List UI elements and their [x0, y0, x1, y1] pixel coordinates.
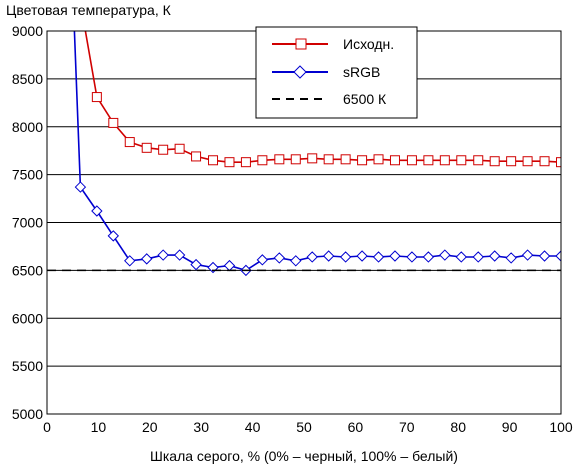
data-point — [472, 251, 484, 263]
data-point — [124, 137, 135, 148]
x-tick-label: 80 — [450, 419, 466, 435]
data-point — [340, 154, 351, 165]
data-point — [356, 250, 368, 262]
data-point — [307, 153, 318, 164]
data-point — [506, 156, 517, 167]
y-tick-label: 6500 — [12, 262, 43, 278]
x-tick-label: 100 — [549, 419, 573, 435]
y-axis-label: Цветовая температура, К — [6, 2, 172, 18]
data-point — [555, 250, 561, 262]
y-tick-label: 6000 — [12, 310, 43, 326]
data-point — [406, 155, 417, 166]
data-point — [141, 142, 152, 153]
data-point — [322, 250, 335, 262]
data-point — [522, 156, 533, 167]
data-point — [190, 258, 202, 271]
data-point — [455, 251, 467, 263]
x-tick-label: 90 — [502, 419, 518, 435]
y-tick-label: 8500 — [12, 71, 43, 87]
data-point — [108, 117, 119, 128]
data-point — [274, 154, 285, 165]
data-point — [74, 181, 87, 193]
data-point — [538, 250, 551, 262]
data-point — [439, 249, 451, 261]
data-point — [389, 250, 401, 262]
data-point — [489, 156, 500, 167]
y-tick-label: 5000 — [12, 406, 43, 422]
data-point — [422, 251, 435, 263]
x-tick-label: 70 — [399, 419, 415, 435]
data-point — [389, 155, 400, 166]
data-point — [91, 92, 102, 103]
x-tick-label: 60 — [348, 419, 364, 435]
legend-label-2: 6500 К — [343, 91, 387, 107]
data-point — [372, 251, 385, 263]
legend-label-1: sRGB — [343, 64, 380, 80]
data-point — [257, 155, 268, 166]
data-point — [539, 156, 550, 167]
legend-marker-1 — [293, 65, 307, 79]
data-point — [439, 155, 450, 166]
data-point — [141, 253, 153, 265]
data-point — [556, 157, 561, 168]
series-layer — [47, 31, 561, 277]
data-point — [191, 151, 202, 162]
y-tick-label: 7000 — [12, 215, 43, 231]
data-point — [488, 250, 501, 262]
x-tick-label: 10 — [91, 419, 107, 435]
x-tick-label: 50 — [296, 419, 312, 435]
data-point — [124, 255, 136, 267]
data-point — [223, 259, 236, 272]
data-point — [373, 154, 384, 165]
data-point — [406, 251, 418, 263]
x-axis-label: Шкала серого, % (0% – черный, 100% – бел… — [150, 448, 458, 464]
data-point — [224, 157, 235, 168]
data-point — [473, 155, 484, 166]
data-point — [521, 249, 534, 261]
tick-labels: 5000 5500 6000 6500 7000 7500 8000 8500 9000 0 10 2… — [12, 23, 573, 435]
x-tick-label: 40 — [245, 419, 261, 435]
data-point — [174, 143, 185, 154]
data-point — [306, 251, 318, 263]
legend-marker-0 — [295, 38, 307, 50]
y-tick-label: 7500 — [12, 167, 43, 183]
data-point — [290, 255, 302, 267]
data-point — [240, 157, 251, 168]
data-point — [107, 230, 120, 242]
legend-label-0: Исходн. — [343, 36, 394, 52]
data-point — [208, 155, 219, 166]
data-point — [357, 155, 368, 166]
legend-box — [255, 26, 418, 119]
data-point — [323, 154, 334, 165]
data-point — [157, 249, 169, 261]
data-point — [158, 144, 169, 155]
data-point — [339, 251, 352, 263]
x-tick-label: 0 — [43, 419, 51, 435]
y-tick-label: 5500 — [12, 358, 43, 374]
x-tick-label: 30 — [193, 419, 209, 435]
y-tick-label: 8000 — [12, 119, 43, 135]
data-point — [290, 154, 301, 165]
data-point — [273, 252, 286, 264]
legend: Исходн. sRGB 6500 К — [255, 26, 418, 119]
data-point — [505, 252, 517, 264]
data-point — [173, 249, 186, 261]
x-tick-label: 20 — [142, 419, 158, 435]
data-point — [91, 205, 103, 217]
data-point — [256, 254, 269, 266]
data-point — [423, 155, 434, 166]
y-tick-label: 9000 — [12, 23, 43, 39]
data-point — [456, 155, 467, 166]
